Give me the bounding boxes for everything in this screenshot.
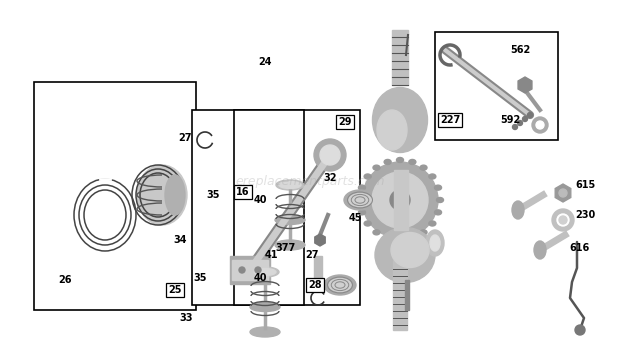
- Ellipse shape: [349, 193, 371, 207]
- Circle shape: [372, 172, 428, 228]
- Circle shape: [528, 113, 533, 118]
- Circle shape: [518, 121, 523, 126]
- Text: 28: 28: [308, 280, 322, 290]
- Ellipse shape: [435, 210, 441, 215]
- Text: 25: 25: [168, 285, 182, 295]
- Text: 29: 29: [339, 117, 352, 127]
- Ellipse shape: [329, 278, 351, 291]
- Ellipse shape: [250, 327, 280, 337]
- Ellipse shape: [373, 230, 380, 235]
- Text: 33: 33: [179, 313, 193, 323]
- Bar: [34, 82, 196, 310]
- Bar: [392, 30, 408, 85]
- Text: 24: 24: [259, 57, 272, 67]
- Circle shape: [390, 190, 410, 210]
- Circle shape: [239, 267, 245, 273]
- Ellipse shape: [356, 197, 363, 203]
- Ellipse shape: [435, 185, 441, 190]
- Ellipse shape: [409, 159, 416, 164]
- Ellipse shape: [384, 159, 391, 164]
- Bar: [234, 110, 304, 305]
- Ellipse shape: [364, 221, 371, 226]
- Text: 592: 592: [500, 115, 520, 125]
- Circle shape: [255, 267, 261, 273]
- Circle shape: [362, 162, 438, 238]
- Ellipse shape: [375, 228, 435, 282]
- Ellipse shape: [426, 230, 444, 256]
- Circle shape: [523, 117, 528, 122]
- Circle shape: [575, 325, 585, 335]
- Circle shape: [552, 209, 574, 231]
- Text: 27: 27: [305, 250, 319, 260]
- Circle shape: [532, 117, 548, 133]
- Circle shape: [559, 216, 567, 224]
- Ellipse shape: [512, 201, 524, 219]
- Ellipse shape: [409, 236, 416, 241]
- Circle shape: [314, 139, 346, 171]
- Circle shape: [559, 189, 567, 197]
- Ellipse shape: [358, 185, 365, 190]
- Ellipse shape: [275, 240, 305, 250]
- Text: 32: 32: [323, 173, 337, 183]
- Bar: [314, 256, 322, 284]
- Ellipse shape: [436, 197, 443, 203]
- Text: 35: 35: [206, 190, 219, 200]
- Ellipse shape: [373, 87, 428, 152]
- Ellipse shape: [275, 216, 305, 224]
- Bar: [393, 260, 407, 330]
- Circle shape: [557, 214, 569, 226]
- Ellipse shape: [373, 165, 380, 170]
- Ellipse shape: [137, 165, 187, 225]
- Ellipse shape: [358, 210, 365, 215]
- Bar: [405, 280, 409, 310]
- Text: 26: 26: [58, 275, 72, 285]
- Bar: [232, 260, 268, 280]
- Text: 562: 562: [510, 45, 530, 55]
- Ellipse shape: [251, 267, 279, 277]
- Text: 227: 227: [440, 115, 460, 125]
- Text: 35: 35: [193, 273, 206, 283]
- Ellipse shape: [276, 180, 304, 190]
- Bar: [192, 110, 360, 305]
- Text: 45: 45: [348, 213, 361, 223]
- Ellipse shape: [324, 275, 356, 295]
- Text: 40: 40: [253, 195, 267, 205]
- Text: 377: 377: [275, 243, 295, 253]
- Text: 27: 27: [179, 133, 192, 143]
- Circle shape: [320, 145, 340, 165]
- Text: 41: 41: [264, 250, 278, 260]
- Ellipse shape: [254, 269, 276, 276]
- Ellipse shape: [534, 241, 546, 259]
- Ellipse shape: [391, 232, 429, 268]
- Ellipse shape: [430, 235, 440, 251]
- Text: 615: 615: [575, 180, 595, 190]
- Circle shape: [513, 125, 518, 130]
- Ellipse shape: [279, 182, 301, 188]
- Circle shape: [536, 121, 544, 129]
- Text: 230: 230: [575, 210, 595, 220]
- Ellipse shape: [364, 174, 371, 179]
- Ellipse shape: [420, 230, 427, 235]
- Text: 16: 16: [236, 187, 250, 197]
- Ellipse shape: [420, 165, 427, 170]
- Ellipse shape: [429, 174, 436, 179]
- Text: ereplacementparts.com: ereplacementparts.com: [235, 175, 385, 188]
- Bar: [394, 170, 408, 230]
- Ellipse shape: [377, 110, 407, 150]
- Ellipse shape: [429, 221, 436, 226]
- Ellipse shape: [384, 236, 391, 241]
- Ellipse shape: [250, 302, 280, 311]
- Ellipse shape: [344, 190, 376, 210]
- Ellipse shape: [165, 175, 185, 215]
- Text: 616: 616: [570, 243, 590, 253]
- Bar: [230, 256, 270, 284]
- Text: 40: 40: [253, 273, 267, 283]
- Ellipse shape: [397, 237, 404, 242]
- Ellipse shape: [397, 158, 404, 163]
- Text: 34: 34: [173, 235, 187, 245]
- Bar: [435, 32, 558, 140]
